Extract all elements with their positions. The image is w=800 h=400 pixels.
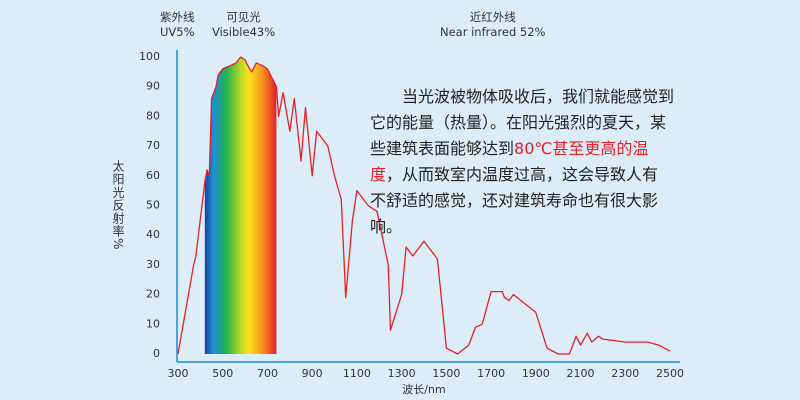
x-axis-label: 波长/nm: [402, 383, 445, 396]
y-axis-label: 太阳光反射率%: [111, 160, 125, 251]
x-tick-label: 2100: [567, 367, 595, 380]
x-tick-label: 900: [302, 367, 323, 380]
y-tick-label: 70: [146, 139, 160, 152]
x-tick-label: 500: [212, 367, 233, 380]
visible-label: 可见光 Visible43%: [212, 10, 276, 39]
y-tick-label: 60: [146, 169, 160, 182]
description: 当光波被物体吸收后，我们就能感觉到它的能量（热量）。在阳光强烈的夏天，某些建筑表…: [370, 84, 674, 240]
x-tick-label: 300: [168, 367, 189, 380]
visible-spectrum: [204, 57, 277, 354]
x-tick-label: 2500: [656, 367, 684, 380]
text: ，从而致室内温度过高，这会导致人有不舒适的感觉，还对建筑寿命也有很大影响。: [370, 165, 659, 236]
text: 当光波被物体吸收后，我们就能感觉到它的能量（热量）。在阳光强烈的夏天，某些建筑表…: [370, 87, 675, 158]
uv-label: 紫外线 UV5%: [160, 10, 195, 39]
y-tick-label: 30: [146, 258, 160, 271]
x-tick-label: 1500: [432, 367, 460, 380]
y-tick-label: 90: [146, 80, 160, 93]
x-tick-label: 700: [257, 367, 278, 380]
nir-label: 近红外线 Near infrared 52%: [440, 10, 546, 39]
y-tick-label: 10: [146, 317, 160, 330]
y-tick-label: 50: [146, 199, 160, 212]
y-tick-label: 0: [153, 347, 160, 360]
y-tick-label: 80: [146, 109, 160, 122]
x-tick-label: 2300: [611, 367, 639, 380]
y-tick-label: 100: [139, 50, 160, 63]
x-tick-label: 1300: [388, 367, 416, 380]
y-tick-label: 40: [146, 228, 160, 241]
y-tick-label: 20: [146, 288, 160, 301]
highlight: 80℃甚至更高的温度: [370, 139, 649, 184]
x-tick-label: 1900: [522, 367, 550, 380]
x-tick-label: 1700: [477, 367, 505, 380]
reflectance-line: [177, 56, 671, 355]
x-tick-label: 1100: [343, 367, 371, 380]
